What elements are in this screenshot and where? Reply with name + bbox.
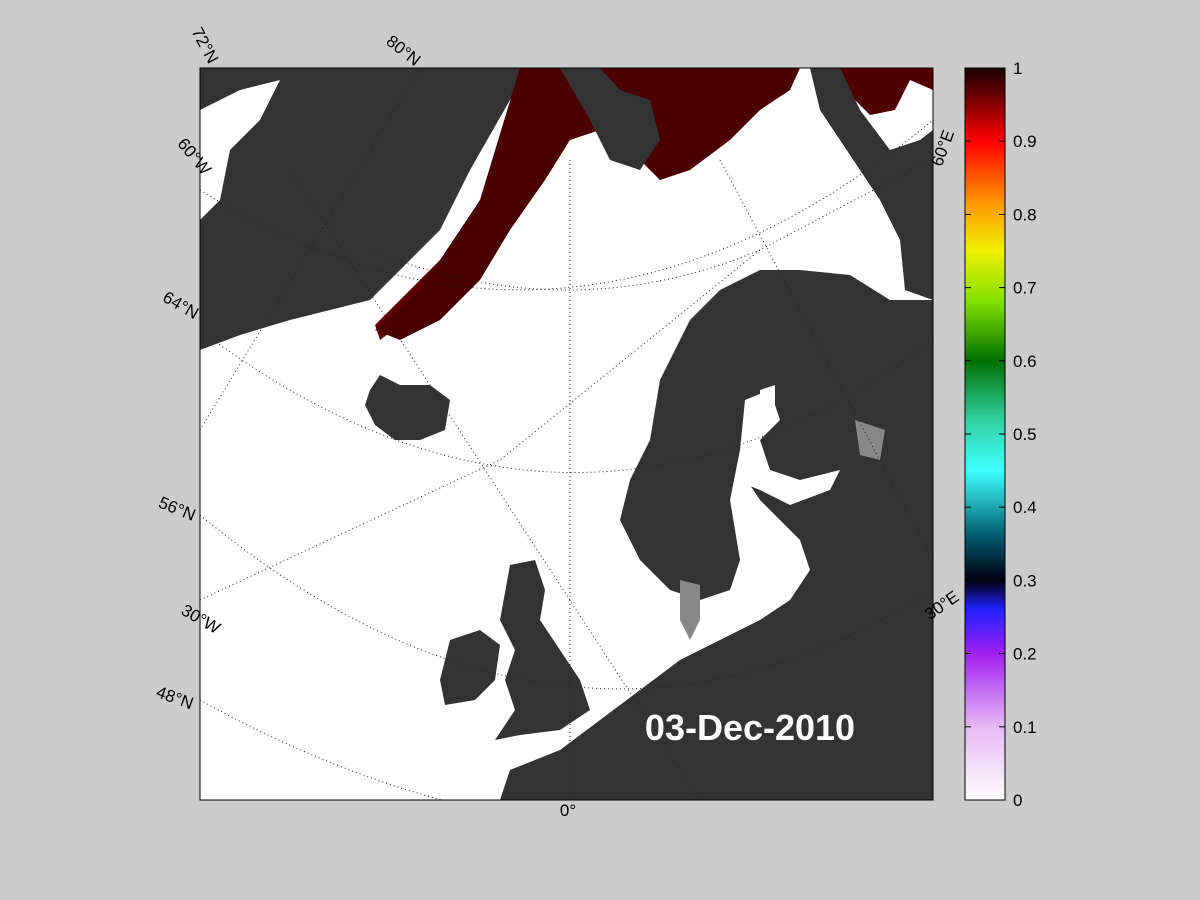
lat-label: 80°N — [383, 31, 425, 69]
colorbar-tick-label: 0.7 — [1013, 279, 1037, 298]
svalbard — [560, 68, 660, 170]
grid-line — [200, 119, 933, 291]
date-label: 03-Dec-2010 — [645, 707, 855, 748]
ireland — [440, 630, 500, 705]
colorbar-tick-label: 1 — [1013, 59, 1022, 78]
arctic-land — [810, 68, 933, 300]
colorbar-tick-label: 0.6 — [1013, 352, 1037, 371]
ocean — [200, 80, 280, 220]
grid-line — [200, 249, 933, 800]
scandinavia — [500, 270, 933, 800]
colorbar-ticks: 0 0.1 0.2 0.3 0.4 0.5 0.6 0.7 0.8 0.9 1 — [965, 59, 1037, 810]
colorbar-tick-label: 0.3 — [1013, 571, 1037, 590]
colorbar-tick-label: 0.9 — [1013, 132, 1037, 151]
colorbar-tick-label: 0.1 — [1013, 718, 1037, 737]
lat-label: 56°N — [156, 493, 198, 525]
colorbar-tick-label: 0.5 — [1013, 425, 1037, 444]
sea-ice — [375, 68, 800, 340]
colorbar-tick-label: 0.4 — [1013, 498, 1037, 517]
colorbar — [964, 67, 1006, 801]
lon-label: 0° — [560, 801, 576, 820]
iceland — [365, 375, 450, 440]
map — [200, 68, 933, 800]
lakes — [680, 420, 885, 640]
greenland — [200, 68, 520, 350]
sea-ice — [830, 68, 933, 115]
map-frame — [199, 67, 934, 801]
grid-line — [200, 68, 933, 800]
colorbar-tick-label: 0.8 — [1013, 205, 1037, 224]
great-britain — [495, 560, 590, 740]
lat-label: 48°N — [154, 682, 196, 713]
colorbar-tick-label: 0 — [1013, 791, 1022, 810]
ocean — [735, 385, 840, 505]
lat-label: 72°N — [188, 24, 223, 66]
colorbar-tick-label: 0.2 — [1013, 645, 1037, 664]
lat-label: 64°N — [160, 288, 202, 323]
